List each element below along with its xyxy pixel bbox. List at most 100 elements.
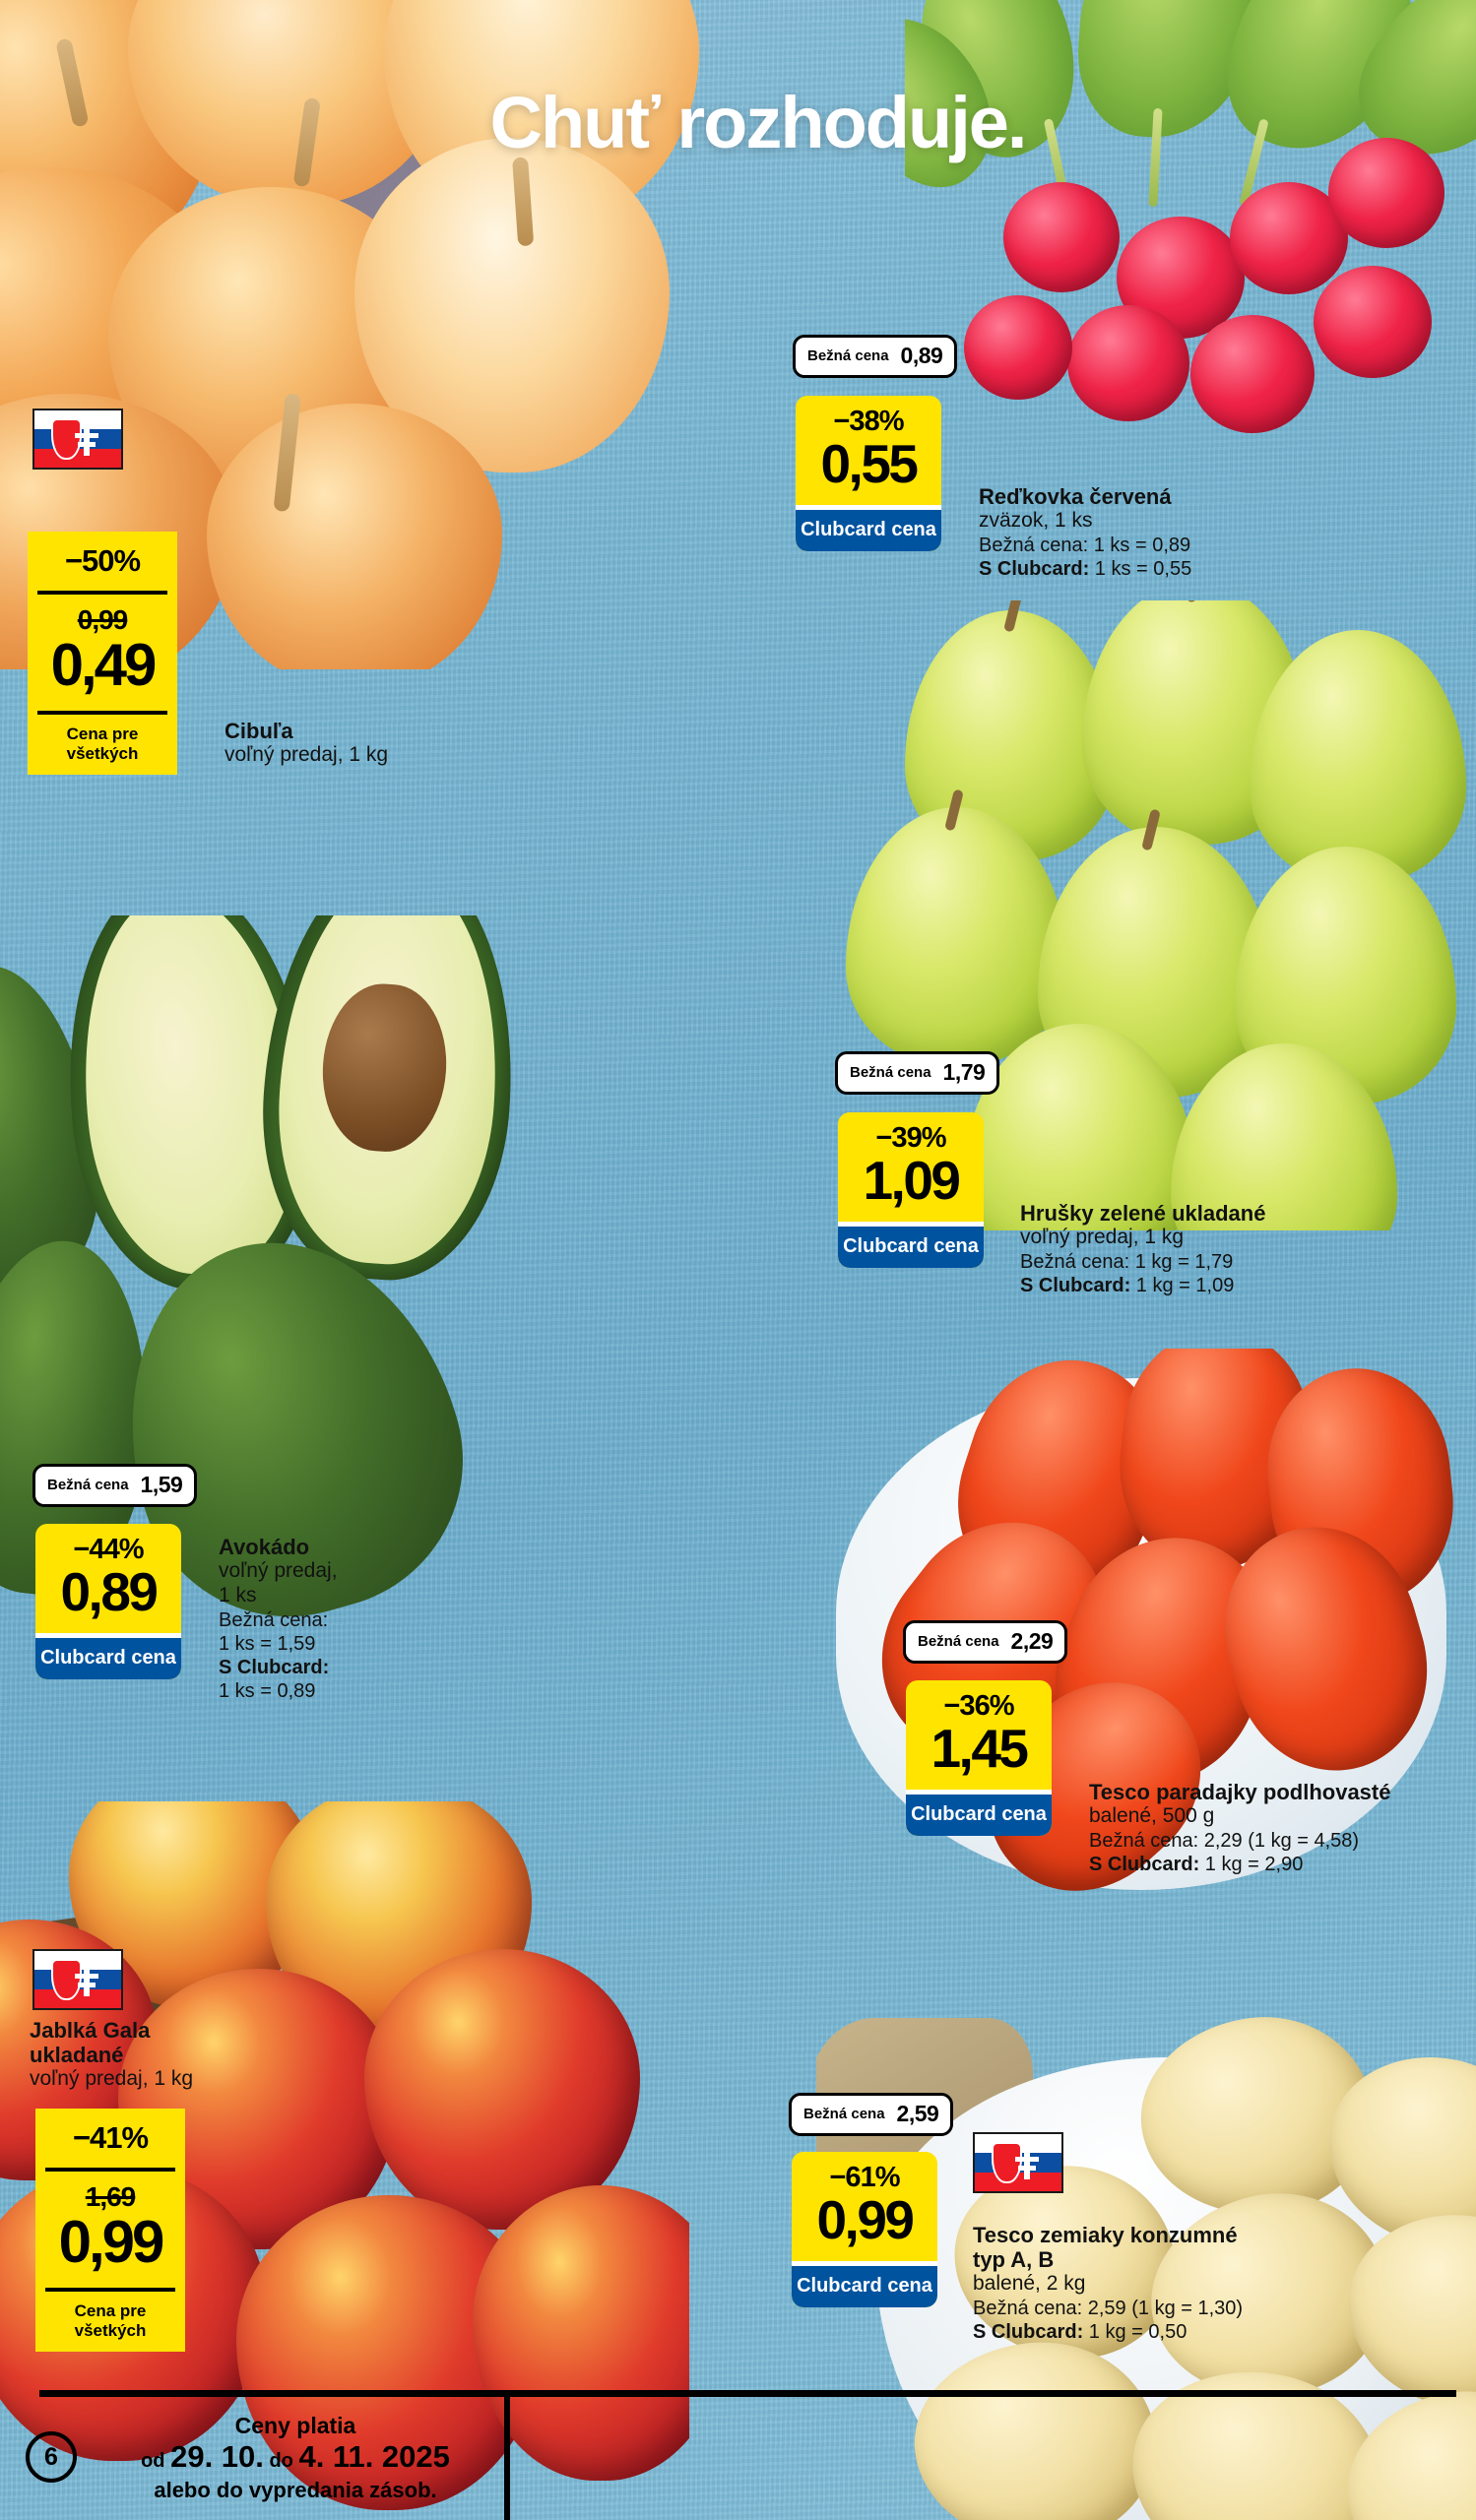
product-unit: voľný predaj, 1 kg [1020,1226,1185,1249]
product-text-cibula: Cibuľa voľný predaj, 1 kg [225,719,510,768]
product-normal-line-a: Bežná cena: [219,1608,329,1631]
normal-price-value: 1,79 [942,1059,986,1085]
product-text-zemiaky: Tesco zemiaky konzumné typ A, B balené, … [973,2223,1445,2344]
normal-price-pill-redkovka: Bežná cena 0,89 [793,335,958,378]
clubcard-label: S Clubcard: [973,2320,1084,2343]
page-headline: Chuť rozhoduje. [489,82,1028,163]
origin-flag-zemiaky [973,2132,1063,2193]
current-price: 0,89 [60,1561,159,1622]
normal-price-label: Bežná cena [47,1476,129,1493]
slovak-flag-icon [973,2132,1063,2193]
normal-price-pill-zemiaky: Bežná cena 2,59 [789,2093,954,2136]
clubcard-footer: Clubcard cena [35,1632,181,1680]
normal-price-label: Bežná cena [807,346,889,364]
discount-percent: −36% [943,1690,1015,1722]
product-clubcard-line: S Clubcard: 1 kg = 1,09 [1020,1274,1473,1297]
validity-from-prefix: od [141,2450,165,2473]
normal-price-value: 2,29 [1010,1628,1054,1654]
clubcard-label: S Clubcard: [979,557,1090,580]
clubcard-footer: Clubcard cena [838,1221,984,1269]
origin-flag-cibula [32,409,123,470]
product-normal-line: Bežná cena: 1 ks = 0,89 [979,534,1191,556]
product-unit-2: 1 ks [219,1583,257,1606]
normal-price-value: 2,59 [896,2101,939,2126]
product-text-redkovka: Reďkovka červená zväzok, 1 ks Bežná cena… [979,484,1442,581]
product-name: Tesco zemiaky konzumné [973,2223,1238,2247]
pears-photo [787,600,1476,1230]
slovak-flag-icon [32,1949,123,2010]
old-price: 0,99 [77,604,129,635]
validity-line-1: Ceny platia [234,2413,356,2438]
product-name: Reďkovka červená [979,484,1172,509]
discount-percent: −41% [72,2120,149,2155]
product-unit: balené, 2 kg [973,2272,1086,2296]
clubcard-label: S Clubcard: [219,1656,330,1678]
current-price: 0,49 [50,632,158,698]
price-card-hrusky[interactable]: −39% 1,09 Clubcard cena [838,1112,984,1269]
product-name: Avokádo [219,1535,310,1559]
page-number: 6 [26,2431,77,2483]
discount-percent: −61% [829,2162,901,2193]
discount-percent: −38% [833,406,905,437]
product-text-avokado: Avokádo voľný predaj, 1 ks Bežná cena: 1… [219,1535,406,1703]
validity-to-prefix: do [269,2450,293,2473]
product-normal-line-b: 1 ks = 1,59 [219,1632,316,1655]
normal-price-label: Bežná cena [850,1063,931,1081]
footer-divider [39,2390,1456,2397]
product-unit: voľný predaj, 1 kg [30,2067,194,2091]
discount-percent: −50% [64,543,141,578]
product-text-hrusky: Hrušky zelené ukladané voľný predaj, 1 k… [1020,1201,1473,1297]
old-price: 1,69 [85,2181,137,2212]
validity-date-from: 29. 10. [170,2439,264,2475]
product-unit: zväzok, 1 ks [979,509,1093,533]
price-card-redkovka[interactable]: −38% 0,55 Clubcard cena [796,396,941,552]
product-name: Jablká Gala [30,2018,151,2043]
discount-percent: −44% [73,1534,145,1565]
normal-price-pill-hrusky: Bežná cena 1,79 [835,1051,1000,1095]
price-card-zemiaky[interactable]: −61% 0,99 Clubcard cena [792,2152,937,2308]
product-name: Tesco paradajky podlhovasté [1089,1780,1391,1804]
clubcard-label: S Clubcard: [1020,1274,1131,1296]
price-card-paradajky[interactable]: −36% 1,45 Clubcard cena [906,1680,1052,1837]
price-card-jablka[interactable]: −41% 1,69 0,99 Cena pre všetkých [35,2109,185,2352]
normal-price-pill-paradajky: Bežná cena 2,29 [903,1620,1068,1664]
product-normal-line: Bežná cena: 2,59 (1 kg = 1,30) [973,2297,1244,2319]
product-clubcard-line: S Clubcard: 1 ks = 0,55 [979,557,1442,581]
product-unit: balené, 500 g [1089,1804,1215,1828]
clubcard-value: 1 ks = 0,55 [1089,557,1192,580]
price-card-avokado[interactable]: −44% 0,89 Clubcard cena [35,1524,181,1680]
clubcard-value: 1 kg = 2,90 [1199,1853,1304,1875]
onions-photo [0,0,709,669]
clubcard-footer: Clubcard cena [906,1789,1052,1837]
current-price: 1,09 [863,1150,961,1211]
product-name: Cibuľa [225,719,293,743]
validity-line-3: alebo do vypredania zásob. [154,2478,437,2503]
product-text-paradajky: Tesco paradajky podlhovasté balené, 500 … [1089,1780,1476,1876]
radishes-photo [905,0,1476,561]
clubcard-value: 1 kg = 1,09 [1130,1274,1235,1296]
footer-vertical-divider [504,2392,510,2520]
normal-price-value: 0,89 [900,343,943,368]
product-text-jablka: Jablká Gala ukladané voľný predaj, 1 kg [30,2018,345,2092]
validity-date-to: 4. 11. 2025 [298,2439,450,2475]
origin-flag-jablka [32,1949,123,2010]
clubcard-footer: Clubcard cena [792,2260,937,2308]
slovak-flag-icon [32,409,123,470]
price-card-footer: Cena pre všetkých [66,724,139,763]
normal-price-label: Bežná cena [918,1632,999,1650]
product-normal-line: Bežná cena: 2,29 (1 kg = 4,58) [1089,1829,1360,1852]
discount-percent: −39% [875,1122,947,1154]
normal-price-value: 1,59 [140,1472,183,1497]
validity-line-2: od 29. 10. do 4. 11. 2025 [89,2438,502,2477]
price-card-cibula[interactable]: −50% 0,99 0,49 Cena pre všetkých [28,532,177,775]
current-price: 0,99 [816,2189,915,2250]
product-unit: voľný predaj, [219,1559,338,1583]
clubcard-label: S Clubcard: [1089,1853,1200,1875]
price-card-footer: Cena pre všetkých [74,2301,147,2340]
current-price: 0,99 [58,2209,165,2275]
current-price: 0,55 [820,433,919,494]
product-unit: voľný predaj, 1 kg [225,743,389,767]
product-name-2: ukladané [30,2043,124,2068]
validity-note: Ceny platia od 29. 10. do 4. 11. 2025 al… [89,2413,502,2505]
